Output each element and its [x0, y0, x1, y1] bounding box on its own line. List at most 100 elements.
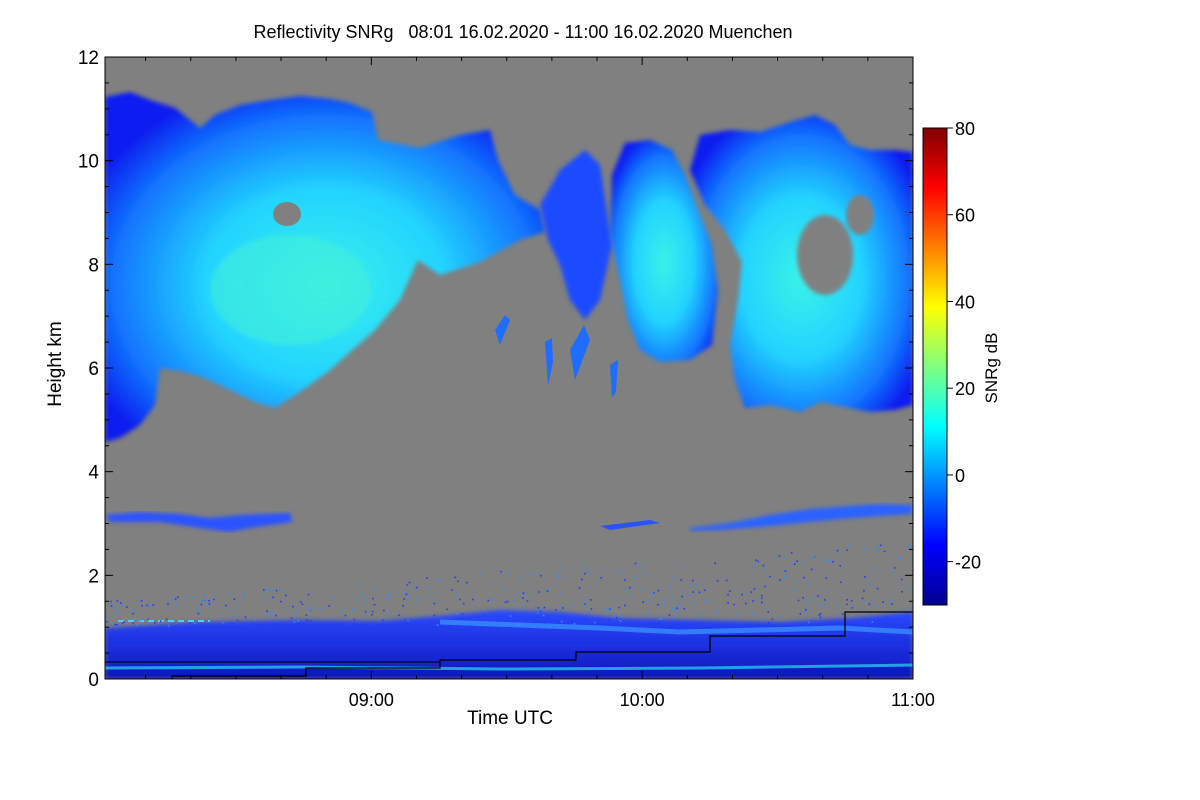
noise-dot — [310, 604, 312, 607]
noise-dot — [705, 600, 707, 602]
noise-dot — [714, 562, 716, 565]
noise-dot — [402, 605, 404, 607]
noise-dot — [403, 598, 406, 600]
noise-dot — [675, 623, 678, 626]
noise-dot — [680, 579, 682, 581]
noise-dot — [642, 601, 644, 603]
fall-streak — [545, 338, 553, 386]
y-tick-label: 2 — [88, 566, 99, 587]
noise-dot — [846, 549, 848, 551]
noise-dot — [425, 596, 428, 599]
y-tick-label: 12 — [78, 48, 99, 69]
noise-dot — [682, 591, 684, 593]
noise-dot — [873, 568, 875, 570]
noise-dot — [311, 609, 313, 611]
noise-dot — [116, 624, 118, 626]
noise-dot — [398, 610, 401, 613]
y-tick-label: 8 — [88, 255, 99, 276]
noise-dot — [194, 622, 196, 624]
noise-dot — [522, 592, 525, 594]
cloud-gap — [273, 202, 301, 226]
noise-dot — [653, 592, 655, 594]
noise-dot — [851, 607, 854, 609]
noise-dot — [671, 615, 673, 618]
noise-dot — [430, 620, 432, 623]
noise-dot — [197, 612, 200, 615]
noise-dot — [140, 618, 143, 621]
noise-dot — [634, 562, 637, 565]
noise-dot — [882, 601, 884, 603]
noise-dot — [624, 588, 626, 591]
noise-dot — [382, 623, 385, 625]
noise-dot — [403, 592, 406, 595]
noise-dot — [459, 598, 461, 601]
noise-dot — [390, 612, 392, 614]
noise-dot — [863, 590, 865, 592]
noise-dot — [538, 591, 541, 593]
x-tick-label: 10:00 — [620, 690, 665, 710]
chart-title: Reflectivity SNRg 08:01 16.02.2020 - 11:… — [253, 22, 793, 42]
noise-dot — [784, 576, 786, 578]
noise-dot — [463, 618, 465, 620]
noise-dot — [752, 600, 754, 602]
noise-dot — [893, 567, 896, 569]
noise-dot — [219, 617, 221, 619]
noise-dot — [518, 624, 521, 627]
noise-dot — [607, 608, 609, 611]
noise-dot — [185, 595, 188, 597]
noise-dot — [544, 621, 547, 624]
noise-dot — [616, 617, 618, 619]
noise-dot — [344, 614, 347, 617]
noise-dot — [706, 600, 708, 603]
noise-dot — [451, 589, 453, 591]
noise-dot — [116, 613, 119, 616]
noise-dot — [839, 581, 842, 584]
noise-dot — [386, 593, 389, 596]
noise-dot — [508, 572, 510, 575]
noise-dot — [673, 609, 675, 612]
noise-dot — [138, 620, 141, 622]
noise-dot — [838, 606, 841, 608]
noise-dot — [547, 616, 550, 619]
noise-dot — [354, 598, 356, 601]
noise-dot — [676, 610, 679, 613]
noise-dot — [491, 598, 494, 601]
noise-dot — [609, 609, 612, 612]
noise-dot — [676, 607, 678, 610]
noise-dot — [199, 613, 201, 615]
noise-dot — [205, 605, 208, 608]
noise-dot — [879, 544, 882, 547]
noise-dot — [624, 579, 626, 581]
noise-dot — [871, 621, 874, 623]
colorbar-tick-label: 40 — [955, 292, 975, 312]
y-axis: 0 2 4 6 8 10 12 — [78, 48, 913, 691]
noise-dot — [762, 564, 765, 567]
noise-dot — [465, 581, 468, 584]
noise-dot — [642, 564, 644, 567]
noise-dot — [271, 589, 273, 592]
noise-dot — [196, 609, 198, 611]
noise-dot — [701, 621, 703, 624]
noise-dot — [649, 599, 651, 602]
noise-dot — [110, 605, 113, 607]
noise-dot — [361, 593, 363, 596]
noise-dot — [624, 604, 626, 607]
noise-dot — [641, 589, 644, 592]
noise-dot — [619, 620, 622, 622]
noise-dot — [297, 623, 300, 626]
noise-dot — [279, 588, 281, 591]
noise-dot — [562, 607, 564, 609]
noise-dot — [408, 581, 411, 584]
noise-dot — [165, 618, 168, 620]
noise-dot — [292, 605, 294, 608]
noise-dot — [629, 586, 631, 589]
y-tick-label: 6 — [88, 359, 99, 380]
noise-dot — [446, 608, 449, 611]
noise-dot — [846, 599, 848, 601]
noise-dot — [456, 612, 458, 615]
noise-dot — [620, 615, 623, 617]
noise-dot — [764, 568, 767, 571]
noise-dot — [877, 550, 880, 553]
noise-dot — [334, 598, 336, 600]
noise-dot — [735, 613, 738, 616]
